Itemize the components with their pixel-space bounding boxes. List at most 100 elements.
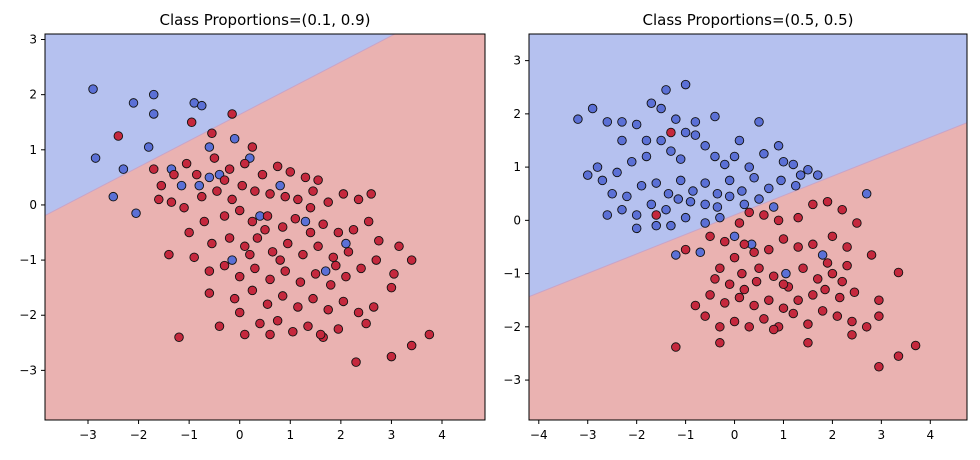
data-point (671, 250, 681, 260)
data-point (143, 142, 154, 152)
data-point (194, 180, 205, 191)
data-point (204, 266, 215, 276)
data-point (363, 216, 374, 227)
data-point (199, 216, 210, 227)
data-point (759, 149, 769, 159)
data-point (768, 271, 779, 281)
data-point (849, 287, 860, 297)
x-tick-label: 4 (926, 428, 934, 442)
data-point (817, 250, 828, 260)
data-point (108, 191, 119, 202)
data-point (680, 212, 691, 223)
data-point (852, 218, 862, 228)
data-point (300, 172, 311, 183)
chart-title: Class Proportions=(0.1, 0.9) (160, 11, 371, 29)
data-point (260, 225, 270, 235)
data-point (803, 319, 813, 329)
data-point (229, 293, 240, 304)
data-point (386, 351, 397, 362)
data-point (305, 227, 316, 238)
data-point (788, 159, 799, 170)
data-point (374, 236, 384, 246)
data-point (204, 172, 215, 183)
data-point (744, 207, 754, 218)
data-point (592, 162, 603, 172)
data-point (366, 189, 376, 199)
decision-boundary (45, 34, 396, 217)
data-point (229, 134, 240, 144)
data-point (207, 238, 217, 249)
data-point (793, 242, 803, 252)
data-point (328, 252, 339, 263)
data-point (874, 362, 884, 372)
data-point (612, 167, 622, 178)
axes-frame (528, 33, 968, 421)
series-2 (113, 109, 435, 367)
data-point (275, 180, 285, 191)
data-point (308, 293, 318, 304)
data-point (803, 165, 813, 175)
data-point (333, 324, 344, 334)
axes-frame (44, 33, 486, 421)
data-point (240, 158, 250, 169)
data-point (179, 202, 189, 213)
data-point (715, 212, 725, 223)
x-tick-label: −3 (579, 428, 597, 442)
data-point (234, 307, 245, 318)
data-point (212, 186, 222, 196)
data-point (793, 295, 803, 305)
data-point (176, 180, 187, 191)
data-point (874, 295, 884, 305)
data-point (675, 154, 686, 164)
data-point (631, 210, 642, 220)
data-point (656, 135, 666, 146)
data-point (298, 249, 308, 260)
data-point (338, 296, 349, 307)
data-point (617, 117, 627, 127)
data-point (739, 199, 750, 210)
data-point (288, 327, 298, 337)
data-point (661, 85, 671, 95)
data-point (739, 239, 750, 250)
data-point (247, 142, 258, 152)
data-point (338, 189, 349, 199)
data-point (744, 322, 754, 332)
data-point (720, 298, 730, 308)
data-point (737, 268, 747, 279)
data-point (866, 250, 877, 260)
data-point (272, 315, 283, 326)
data-point (778, 234, 789, 244)
data-point (166, 197, 177, 207)
data-point (778, 157, 789, 167)
chart-panel-2: −4 −3 −2 −1 0 1 2 3 4 −3 −2 −1 0 1 2 3 Class Proportions… (503, 11, 968, 442)
y-tick-label: −1 (503, 267, 521, 281)
data-point (224, 164, 235, 174)
data-point (627, 157, 637, 167)
data-point (597, 175, 608, 186)
y-tick-label: −3 (503, 373, 521, 387)
data-point (207, 128, 217, 139)
data-point (267, 247, 278, 257)
data-point (764, 183, 774, 194)
data-point (734, 135, 745, 146)
data-point (341, 271, 351, 282)
data-point (663, 188, 674, 199)
data-point (842, 242, 852, 252)
data-point (275, 255, 285, 265)
data-point (234, 205, 245, 216)
data-point (673, 194, 684, 204)
data-point (768, 324, 779, 335)
data-point (305, 202, 316, 213)
data-point (798, 263, 808, 274)
data-point (90, 153, 101, 163)
data-point (641, 151, 652, 162)
data-point (197, 191, 207, 202)
data-point (320, 266, 331, 276)
data-point (148, 109, 159, 119)
data-point (602, 210, 613, 220)
data-point (685, 196, 696, 207)
data-point (700, 311, 710, 321)
data-point (744, 162, 754, 172)
data-point (835, 292, 845, 303)
data-point (759, 314, 769, 324)
